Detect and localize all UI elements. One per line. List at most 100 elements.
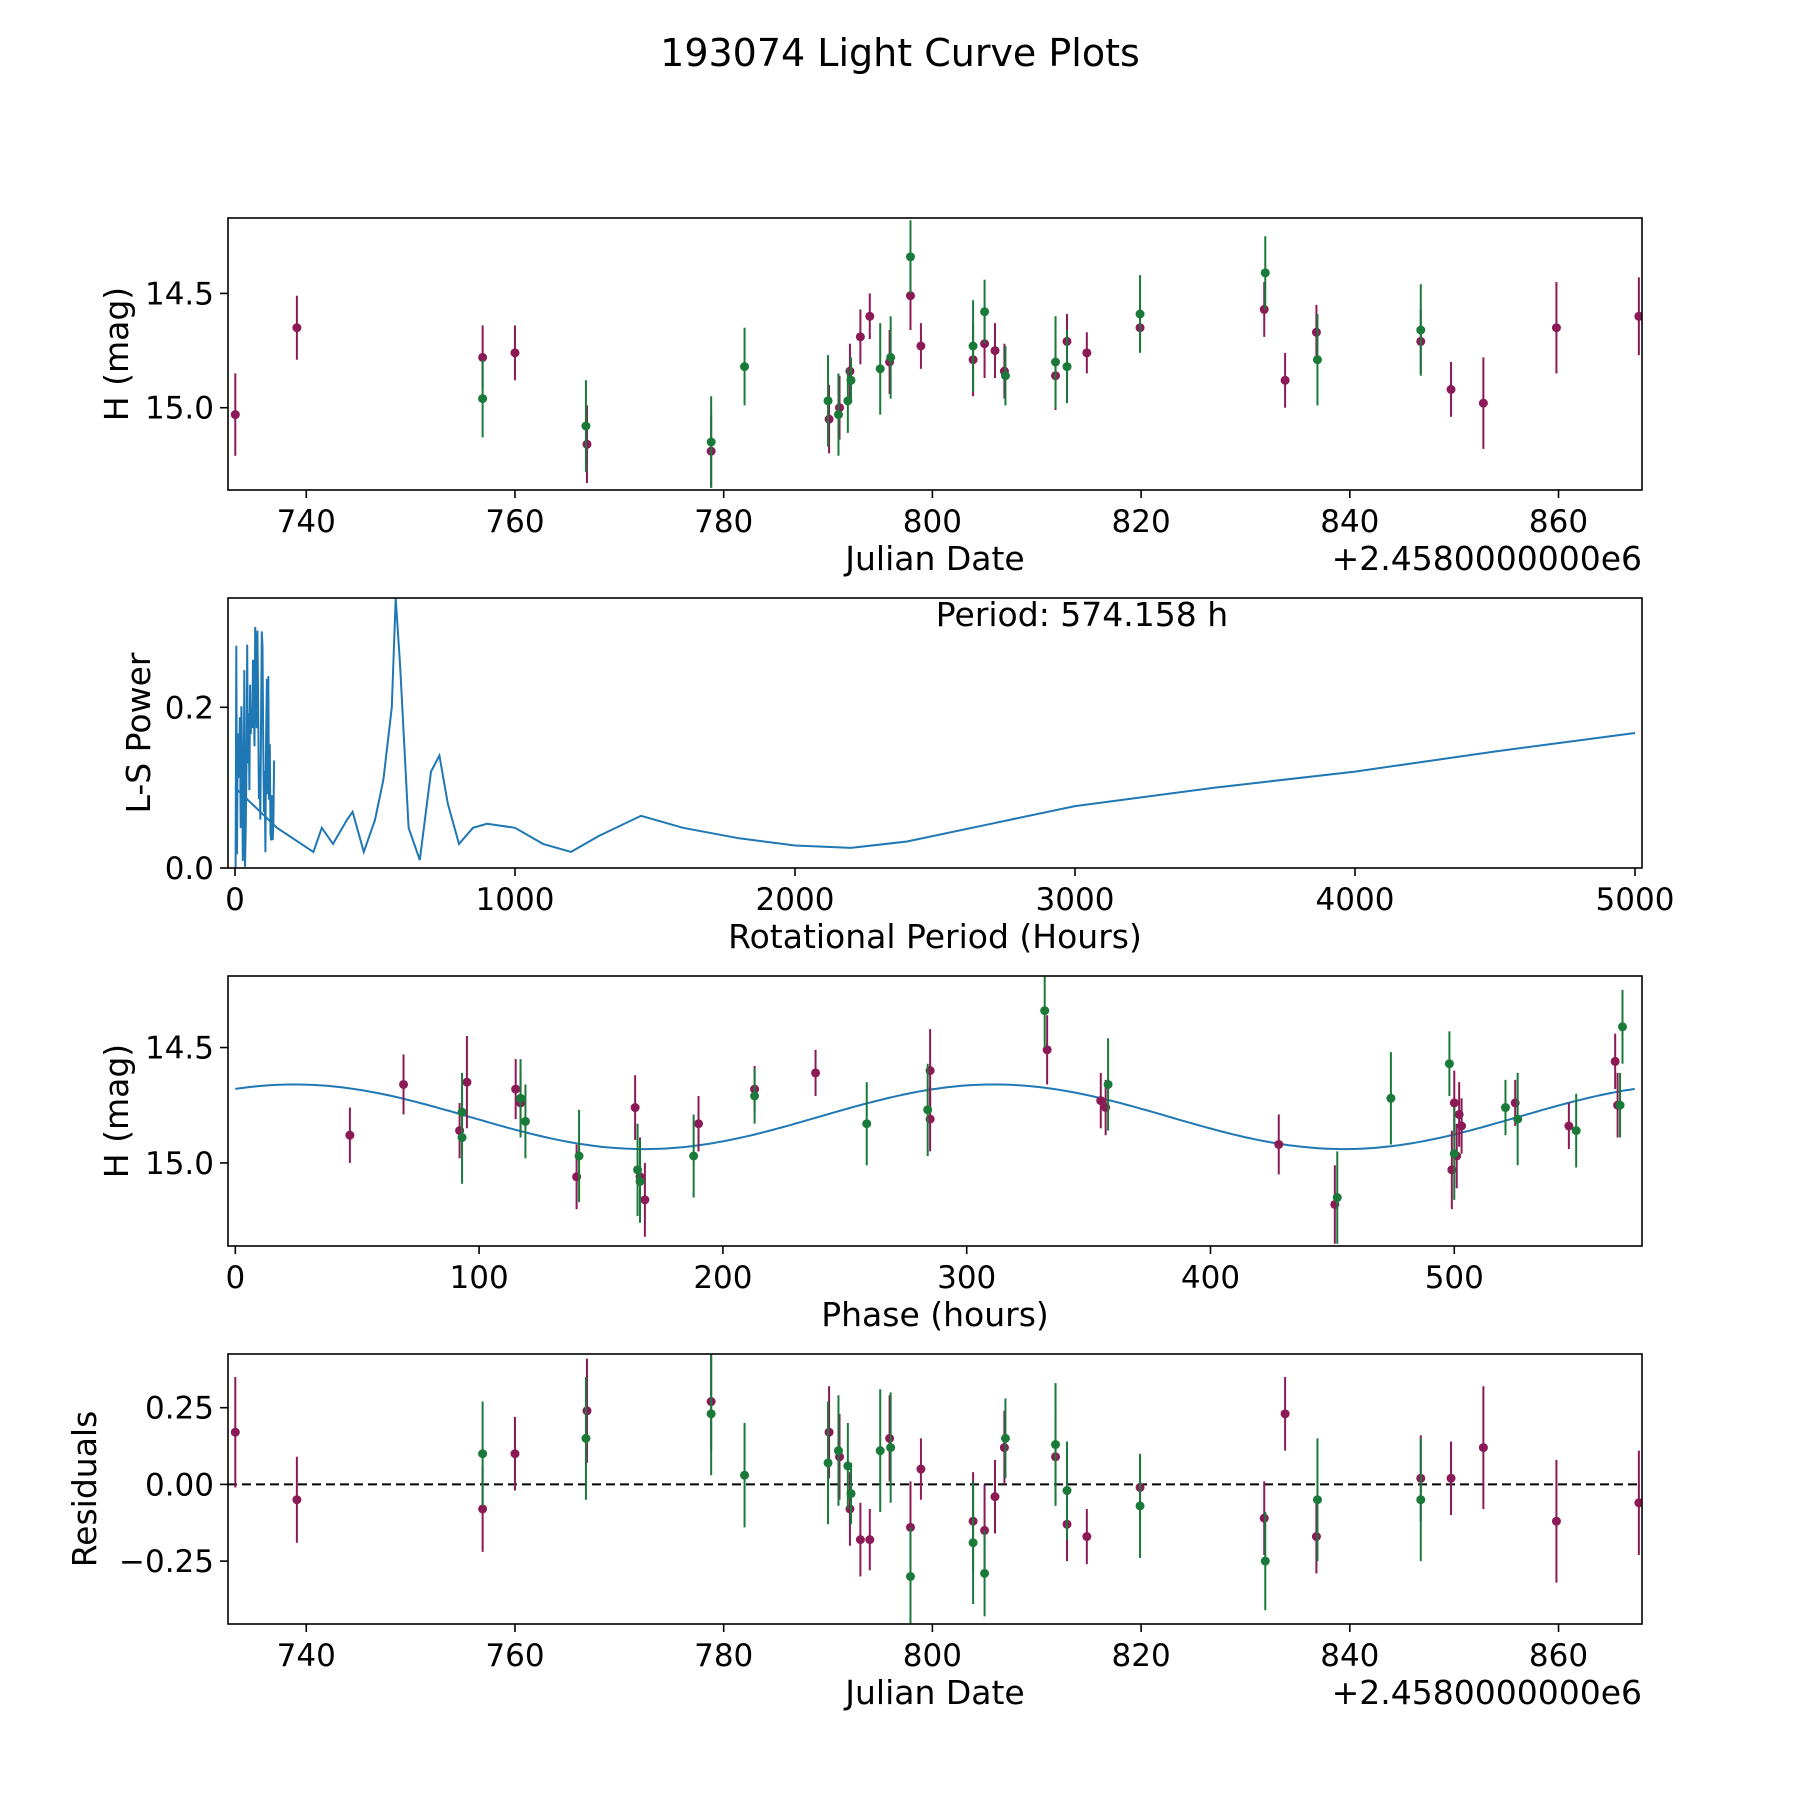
data-point [1386,1093,1396,1103]
data-point [875,364,885,374]
data-point [292,1495,302,1505]
x-tick-label: 4000 [1316,882,1395,918]
data-point [1416,1495,1426,1505]
data-point [1513,1114,1523,1124]
data-point [875,1446,885,1456]
data-point [581,1433,591,1443]
lc-axes-frame [227,217,1643,491]
x-axis-label: Julian Date [843,1673,1025,1712]
data-point [823,396,833,406]
data-point [845,366,855,376]
x-tick-label: 3000 [1036,882,1115,918]
data-point [1042,1045,1052,1055]
y-axis-label: Residuals [65,1411,104,1568]
data-point [582,1406,592,1416]
data-point [1617,1022,1627,1032]
data-point [845,1504,855,1514]
data-point [1280,375,1290,385]
ls-plot-area [234,598,1636,868]
data-point [1457,1121,1467,1131]
data-point [811,1068,821,1078]
data-point [916,1464,926,1474]
data-point [740,1470,750,1480]
data-point [923,1105,933,1115]
y-tick-label: 0.00 [145,1467,214,1503]
data-point [885,1433,895,1443]
data-point [1551,323,1561,333]
x-tick-label: 820 [1112,1638,1171,1674]
data-point [1000,1433,1010,1443]
y-tick-label: 0.0 [165,851,214,887]
x-tick-label: 500 [1425,1260,1484,1296]
x-tick-label: 400 [1181,1260,1240,1296]
data-point [292,323,302,333]
figure-title: 193074 Light Curve Plots [660,31,1140,75]
data-point [1564,1121,1574,1131]
data-point [1000,371,1010,381]
data-point [1311,1532,1321,1542]
data-point [990,346,1000,356]
data-point [1062,362,1072,372]
data-point [1312,1495,1322,1505]
phase-plot-area [235,976,1635,1244]
periodogram-panel: 0 1000 2000 3000 4000 5000 0.0 0.2 Rotational Pe… [119,595,1674,956]
data-point [905,291,915,301]
data-point [462,1077,472,1087]
data-point [706,1409,716,1419]
y-axis-label: H (mag) [97,1044,136,1178]
data-point [905,252,915,262]
data-point [581,421,591,431]
data-point [582,439,592,449]
data-point [1500,1103,1510,1113]
data-point [886,352,896,362]
lc-plot-area [230,220,1642,488]
data-point [1446,1473,1456,1483]
data-point [345,1130,355,1140]
data-point [835,403,845,413]
x-tick-label: 1000 [476,882,555,918]
data-point [1311,327,1321,337]
data-point [750,1091,760,1101]
data-point [706,437,716,447]
data-point [516,1093,526,1103]
data-point [1478,398,1488,408]
phase-folded-panel: 0 100 200 300 400 500 15.0 14.5 Phase (hours) H (… [97,975,1643,1334]
data-point [1416,325,1426,335]
data-point [230,1427,240,1437]
data-point [1634,1498,1642,1508]
data-point [1051,357,1061,367]
data-point [1135,309,1145,319]
data-point [511,1084,521,1094]
data-point [1478,1443,1488,1453]
data-point [1280,1409,1290,1419]
x-tick-label: 860 [1529,504,1588,540]
data-point [846,1489,856,1499]
light-curve-panel: 740 760 780 800 820 840 860 15.0 14.5 Julian Date… [97,217,1643,578]
data-point [855,1535,865,1545]
data-point [1135,1501,1145,1511]
data-point [905,1571,915,1581]
data-point [999,1443,1009,1453]
data-point [1615,1100,1625,1110]
data-point [689,1151,699,1161]
data-point [833,1446,843,1456]
data-point [478,1504,488,1514]
y-tick-label: 14.5 [145,276,214,312]
x-tick-label: 5000 [1596,882,1675,918]
y-axis-label: L-S Power [119,652,158,813]
data-point [1446,384,1456,394]
data-point [990,1492,1000,1502]
data-point [824,414,834,424]
data-point [230,410,240,420]
data-point [1610,1056,1620,1066]
data-point [1551,1516,1561,1526]
y-tick-label: 14.5 [145,1031,214,1067]
x-tick-label: 0 [225,882,245,918]
data-point [1051,1440,1061,1450]
ls-axes-frame [227,597,1643,869]
y-tick-label: 0.2 [165,690,214,726]
data-point [846,375,856,385]
x-axis-label: Phase (hours) [821,1295,1049,1334]
residuals-panel: 740 760 780 800 820 840 860 0.25 0.00 −0.25 Julian… [65,1353,1643,1712]
